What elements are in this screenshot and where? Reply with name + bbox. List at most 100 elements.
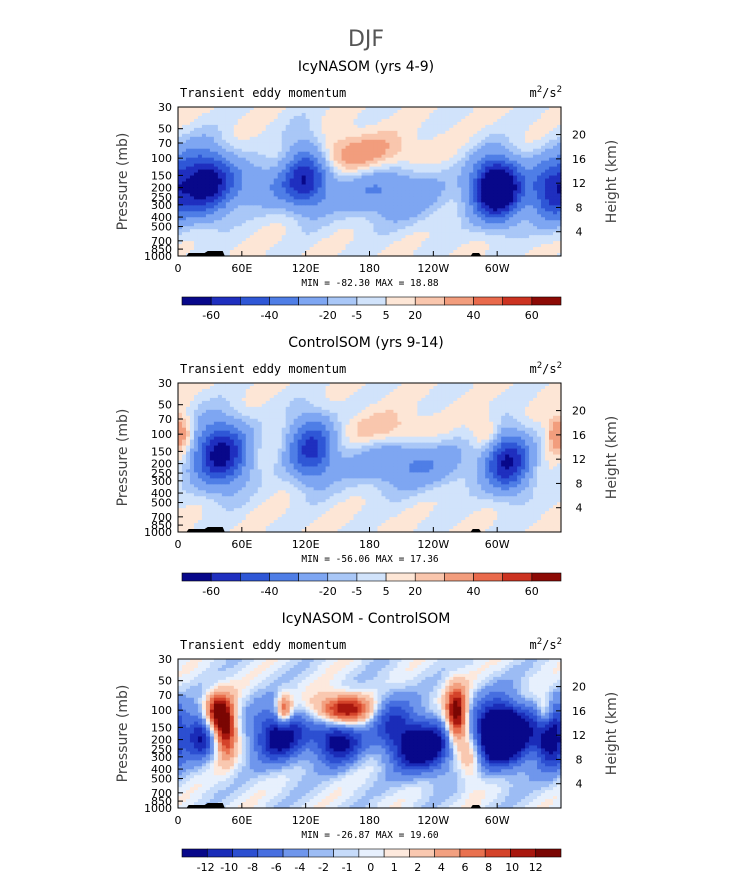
pressure-tick-label: 30 bbox=[158, 377, 172, 390]
pressure-tick-label: 150 bbox=[151, 445, 172, 458]
colorbar-swatch bbox=[444, 572, 474, 582]
colorbar-label: 60 bbox=[525, 585, 539, 598]
pressure-tick-label: 70 bbox=[158, 689, 172, 702]
lon-tick-label: 60E bbox=[231, 814, 252, 827]
lon-tick-label: 120W bbox=[417, 814, 449, 827]
colorbar-swatch bbox=[269, 296, 299, 306]
colorbar-label: 40 bbox=[467, 585, 481, 598]
min-max-label: MIN = -26.87 MAX = 19.60 bbox=[301, 830, 439, 841]
pressure-tick-label: 400 bbox=[151, 763, 172, 776]
colorbar-label: -8 bbox=[247, 861, 258, 872]
pressure-tick-label: 400 bbox=[151, 487, 172, 500]
colorbar-label: 6 bbox=[462, 861, 469, 872]
colorbar-swatch bbox=[356, 296, 387, 306]
pressure-tick-label: 100 bbox=[151, 152, 172, 165]
colorbar-swatch bbox=[257, 848, 284, 858]
panel-units: m2/s2 bbox=[529, 637, 562, 652]
height-tick-label: 20 bbox=[572, 681, 586, 694]
colorbar-swatch bbox=[181, 572, 212, 582]
colorbar-label: 5 bbox=[383, 585, 390, 598]
colorbar-swatch bbox=[333, 848, 360, 858]
lon-tick-label: 0 bbox=[175, 814, 182, 827]
y-axis-label: Pressure (mb) bbox=[115, 409, 131, 507]
pressure-tick-label: 200 bbox=[151, 734, 172, 747]
colorbar-label: -40 bbox=[261, 585, 279, 598]
height-tick-label: 16 bbox=[572, 429, 586, 442]
contour-field bbox=[178, 107, 562, 257]
colorbar-swatch bbox=[484, 848, 511, 858]
lon-tick-label: 180 bbox=[359, 814, 380, 827]
colorbar-swatch bbox=[181, 296, 212, 306]
pressure-tick-label: 50 bbox=[158, 399, 172, 412]
colorbar-swatch bbox=[510, 848, 537, 858]
colorbar-label: -2 bbox=[318, 861, 329, 872]
panel-title: ControlSOM (yrs 9-14) bbox=[288, 335, 444, 351]
colorbar-label: 8 bbox=[485, 861, 492, 872]
colorbar-label: 4 bbox=[438, 861, 445, 872]
colorbar-swatch bbox=[502, 572, 533, 582]
pressure-tick-label: 70 bbox=[158, 413, 172, 426]
lon-tick-label: 120W bbox=[417, 262, 449, 275]
pressure-tick-label: 700 bbox=[151, 511, 172, 524]
colorbar-label: 5 bbox=[383, 309, 390, 322]
lon-tick-label: 180 bbox=[359, 262, 380, 275]
colorbar-label: 1 bbox=[391, 861, 398, 872]
pressure-tick-label: 300 bbox=[151, 751, 172, 764]
colorbar-swatch bbox=[327, 572, 358, 582]
colorbar-label: 0 bbox=[367, 861, 374, 872]
panel-units: m2/s2 bbox=[529, 85, 562, 100]
y-axis-label: Pressure (mb) bbox=[115, 685, 131, 783]
min-max-label: MIN = -82.30 MAX = 18.88 bbox=[301, 278, 439, 289]
y-axis-label: Pressure (mb) bbox=[115, 133, 131, 231]
colorbar-swatch bbox=[240, 296, 270, 306]
colorbar-swatch bbox=[444, 296, 474, 306]
height-tick-label: 4 bbox=[576, 502, 583, 515]
colorbar-swatch bbox=[473, 572, 503, 582]
colorbar-label: -60 bbox=[202, 309, 220, 322]
colorbar-swatch bbox=[206, 848, 233, 858]
height-tick-label: 4 bbox=[576, 226, 583, 239]
colorbar-swatch bbox=[358, 848, 385, 858]
colorbar-label: 10 bbox=[505, 861, 519, 872]
lon-tick-label: 0 bbox=[175, 538, 182, 551]
pressure-tick-label: 200 bbox=[151, 182, 172, 195]
contour-field bbox=[178, 659, 562, 809]
height-tick-label: 20 bbox=[572, 129, 586, 142]
colorbar-label: -6 bbox=[271, 861, 282, 872]
colorbar-swatch bbox=[535, 848, 562, 858]
y2-axis-label: Height (km) bbox=[604, 140, 620, 223]
pressure-tick-label: 30 bbox=[158, 101, 172, 114]
height-tick-label: 20 bbox=[572, 405, 586, 418]
colorbar-label: 60 bbox=[525, 309, 539, 322]
panel-title: IcyNASOM - ControlSOM bbox=[282, 611, 451, 627]
pressure-tick-label: 500 bbox=[151, 773, 172, 786]
figure-title: DJF bbox=[348, 27, 384, 52]
height-tick-label: 16 bbox=[572, 153, 586, 166]
height-tick-label: 8 bbox=[576, 477, 583, 490]
pressure-tick-label: 70 bbox=[158, 137, 172, 150]
lon-tick-label: 60W bbox=[485, 262, 510, 275]
colorbar-label: -1 bbox=[342, 861, 353, 872]
colorbar-swatch bbox=[232, 848, 259, 858]
pressure-tick-label: 500 bbox=[151, 497, 172, 510]
colorbar-swatch bbox=[298, 572, 329, 582]
colorbar-swatch bbox=[298, 296, 329, 306]
colorbar-swatch bbox=[269, 572, 299, 582]
colorbar-swatch bbox=[385, 296, 416, 306]
colorbar-label: -5 bbox=[351, 585, 362, 598]
colorbar-swatch bbox=[181, 848, 208, 858]
pressure-tick-label: 200 bbox=[151, 458, 172, 471]
contour-field bbox=[178, 383, 562, 533]
lon-tick-label: 0 bbox=[175, 262, 182, 275]
pressure-tick-label: 30 bbox=[158, 653, 172, 666]
colorbar-swatch bbox=[473, 296, 503, 306]
pressure-tick-label: 50 bbox=[158, 123, 172, 136]
pressure-tick-label: 1000 bbox=[144, 526, 172, 539]
colorbar-swatch bbox=[327, 296, 358, 306]
min-max-label: MIN = -56.06 MAX = 17.36 bbox=[301, 554, 439, 565]
colorbar-swatch bbox=[531, 296, 562, 306]
lon-tick-label: 180 bbox=[359, 538, 380, 551]
colorbar-label: 20 bbox=[408, 585, 422, 598]
colorbar-swatch bbox=[210, 296, 241, 306]
